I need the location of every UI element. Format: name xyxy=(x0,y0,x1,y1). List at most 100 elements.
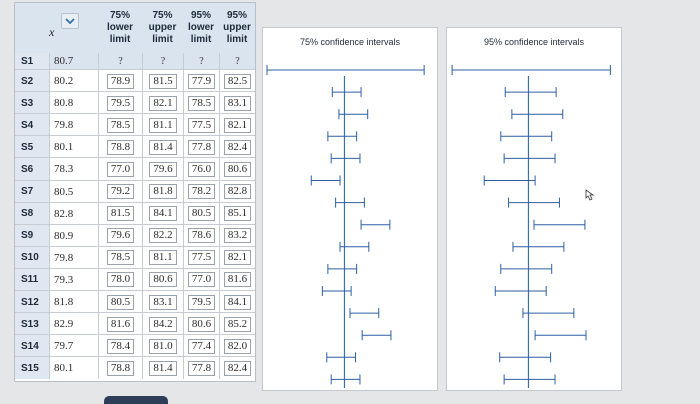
limit-cell-c75l[interactable]: 78.4 xyxy=(98,335,142,358)
limit-cell-c75u[interactable]: 83.1 xyxy=(142,291,183,314)
limit-cell-c95l[interactable]: ? xyxy=(183,53,219,69)
limit-cell-c75l[interactable]: 78.0 xyxy=(98,268,142,291)
limit-cell-c75u[interactable]: 82.1 xyxy=(142,92,183,115)
limit-cell-c75u[interactable]: 82.2 xyxy=(142,224,183,247)
table-row: S1 80.7???? xyxy=(15,53,255,69)
limit-cell-c75l[interactable]: 78.8 xyxy=(98,136,142,159)
cell-value: 79.5 xyxy=(187,294,216,310)
limit-cell-c95u[interactable]: 82.0 xyxy=(219,335,255,358)
table-row: S10 79.8 78.5 81.1 77.5 82.1 xyxy=(15,245,255,269)
collapse-chevron-button[interactable] xyxy=(61,13,79,29)
limit-cell-c75u[interactable]: 81.0 xyxy=(142,335,183,358)
cell-value: 79.8 xyxy=(54,251,74,264)
limit-cell-c95u[interactable]: 81.6 xyxy=(219,268,255,291)
limit-cell-c95l[interactable]: 77.8 xyxy=(183,136,219,159)
limit-cell-c95u[interactable]: 82.4 xyxy=(219,357,255,380)
limit-cell-c75l[interactable]: 81.5 xyxy=(98,202,142,225)
row-label: S14 xyxy=(15,335,49,358)
limit-cell-c95u[interactable]: ? xyxy=(219,53,255,69)
limit-cell-c75l[interactable]: 77.0 xyxy=(98,158,142,181)
cell-value: 81.8 xyxy=(54,296,74,309)
cell-value: 81.4 xyxy=(149,360,177,376)
cell-value: 79.6 xyxy=(149,161,177,177)
sample-mean-cell: 82.8 xyxy=(49,202,98,225)
limit-cell-c75l[interactable]: 78.5 xyxy=(98,114,142,137)
cell-value: 79.7 xyxy=(54,340,74,353)
limit-cell-c75u[interactable]: 79.6 xyxy=(142,158,183,181)
interval-chart-svg xyxy=(266,65,425,388)
limit-cell-c75u[interactable]: 81.1 xyxy=(142,246,183,269)
limit-cell-c95u[interactable]: 80.6 xyxy=(219,158,255,181)
column-header-pct: 75% xyxy=(109,10,130,21)
interval-bar xyxy=(360,219,391,230)
limit-cell-c95l[interactable]: 77.4 xyxy=(183,335,219,358)
cell-value: 81.8 xyxy=(149,184,177,200)
limit-cell-c95l[interactable]: 79.5 xyxy=(183,291,219,314)
row-label: S11 xyxy=(15,268,49,291)
limit-cell-c75l[interactable]: ? xyxy=(98,53,142,69)
limit-cell-c95l[interactable]: 77.8 xyxy=(183,357,219,380)
limit-cell-c95l[interactable]: 78.6 xyxy=(183,224,219,247)
limit-cell-c95l[interactable]: 78.5 xyxy=(183,92,219,115)
limit-cell-c95l[interactable]: 80.6 xyxy=(183,313,219,336)
cell-value: 81.5 xyxy=(106,206,135,222)
sample-mean-cell: 78.3 xyxy=(49,158,98,181)
limit-cell-c75u[interactable]: 81.4 xyxy=(142,136,183,159)
limit-cell-c75u[interactable]: 80.6 xyxy=(142,268,183,291)
limit-cell-c75l[interactable]: 79.6 xyxy=(98,224,142,247)
limit-cell-c95l[interactable]: 77.9 xyxy=(183,70,219,93)
limit-cell-c75u[interactable]: 81.1 xyxy=(142,114,183,137)
limit-cell-c75l[interactable]: 81.6 xyxy=(98,313,142,336)
cell-value: 77.5 xyxy=(187,250,216,266)
cell-value: 80.6 xyxy=(223,161,252,177)
interval-bar xyxy=(338,109,369,120)
limit-cell-c95l[interactable]: 80.5 xyxy=(183,202,219,225)
sample-mean-cell: 80.8 xyxy=(49,92,98,115)
interval-bar xyxy=(504,87,557,98)
limit-cell-c75u[interactable]: 81.5 xyxy=(142,70,183,93)
table-row: S6 78.3 77.0 79.6 76.0 80.6 xyxy=(15,157,255,181)
table-header-row: 75% lower limit 75% upper limit 95% lower limit 9… xyxy=(15,3,255,53)
mouse-cursor-icon xyxy=(585,189,595,201)
limit-cell-c95u[interactable]: 82.8 xyxy=(219,180,255,203)
sample-mean-cell: 82.9 xyxy=(49,313,98,336)
cell-value: 76.0 xyxy=(187,161,216,177)
limit-cell-c75l[interactable]: 78.9 xyxy=(98,70,142,93)
limit-cell-c95l[interactable]: 77.0 xyxy=(183,268,219,291)
table-row: S15 80.1 78.8 81.4 77.8 82.4 xyxy=(15,356,255,380)
interval-bar xyxy=(266,65,425,75)
column-header-4: 95% upper limit xyxy=(219,3,255,53)
limit-cell-c75u[interactable]: 84.2 xyxy=(142,313,183,336)
limit-cell-c75u[interactable]: 84.1 xyxy=(142,202,183,225)
interval-bar xyxy=(321,286,352,296)
limit-cell-c95u[interactable]: 85.1 xyxy=(219,202,255,225)
limit-cell-c95u[interactable]: 85.2 xyxy=(219,313,255,336)
bottom-tab[interactable] xyxy=(104,396,168,404)
limit-cell-c95u[interactable]: 84.1 xyxy=(219,291,255,314)
cell-value: 80.7 xyxy=(54,55,74,67)
limit-cell-c95u[interactable]: 82.1 xyxy=(219,246,255,269)
cell-value: 79.6 xyxy=(106,228,135,244)
limit-cell-c75l[interactable]: 78.5 xyxy=(98,246,142,269)
limit-cell-c95u[interactable]: 82.1 xyxy=(219,114,255,137)
limit-cell-c75l[interactable]: 79.2 xyxy=(98,180,142,203)
column-header-kind: upper xyxy=(148,22,177,33)
limit-cell-c75l[interactable]: 79.5 xyxy=(98,92,142,115)
interval-bar xyxy=(335,197,365,208)
limit-cell-c75l[interactable]: 78.8 xyxy=(98,357,142,380)
limit-cell-c95u[interactable]: 82.5 xyxy=(219,70,255,93)
limit-cell-c95l[interactable]: 78.2 xyxy=(183,180,219,203)
limit-cell-c95l[interactable]: 77.5 xyxy=(183,246,219,269)
limit-cell-c75l[interactable]: 80.5 xyxy=(98,291,142,314)
row-label: S9 xyxy=(15,224,49,247)
limit-cell-c75u[interactable]: 81.8 xyxy=(142,180,183,203)
interval-bar xyxy=(503,153,556,164)
limit-cell-c75u[interactable]: ? xyxy=(142,53,183,69)
limit-cell-c95u[interactable]: 83.2 xyxy=(219,224,255,247)
limit-cell-c95u[interactable]: 83.1 xyxy=(219,92,255,115)
limit-cell-c95u[interactable]: 82.4 xyxy=(219,136,255,159)
limit-cell-c75u[interactable]: 81.4 xyxy=(142,357,183,380)
limit-cell-c95l[interactable]: 77.5 xyxy=(183,114,219,137)
cell-value: 81.1 xyxy=(149,117,177,133)
limit-cell-c95l[interactable]: 76.0 xyxy=(183,158,219,181)
